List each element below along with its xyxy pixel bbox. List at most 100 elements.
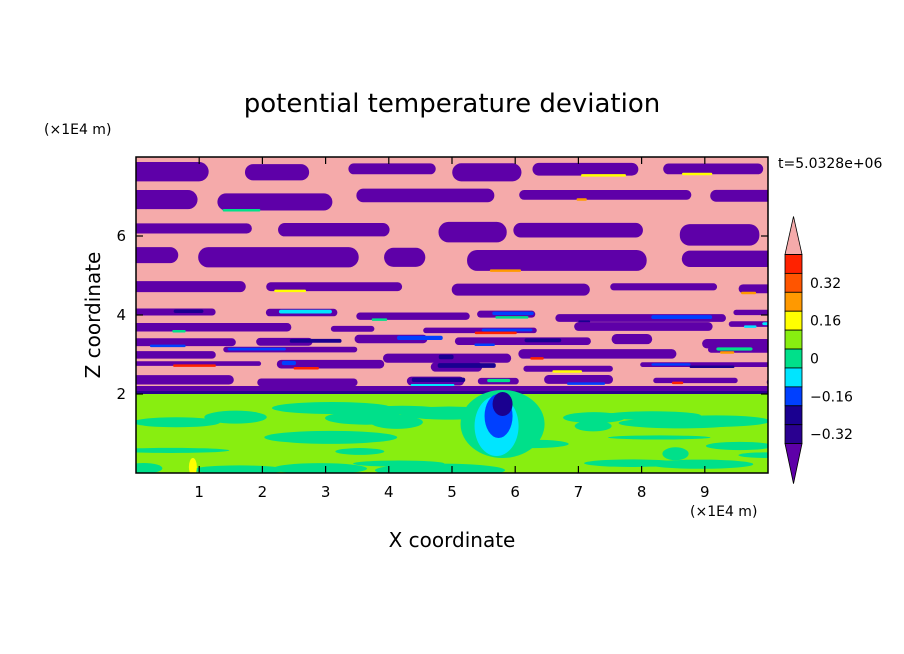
lower-streak [271, 402, 392, 414]
purple-band [266, 282, 403, 292]
colorbar-extend-bottom [784, 443, 803, 484]
inner-detail [651, 315, 713, 320]
lower-streak [136, 462, 163, 473]
colorbar-box [784, 310, 803, 331]
purple-band [523, 365, 613, 372]
inner-detail [289, 338, 342, 343]
x-tick-label: 4 [384, 483, 394, 501]
purple-band [136, 223, 252, 234]
y-axis-title: Z coordinate [81, 252, 105, 379]
x-tick-label: 2 [258, 483, 268, 501]
colorbar-box [784, 367, 803, 388]
lower-streak [738, 452, 768, 458]
purple-band [467, 249, 647, 271]
x-unit-label: (×1E4 m) [690, 504, 757, 520]
edge-detail [293, 366, 319, 370]
y-tick-label: 2 [116, 385, 126, 403]
lower-layer-features [136, 390, 768, 473]
purple-band [244, 164, 310, 181]
edge-detail [150, 344, 186, 348]
purple-band [136, 162, 209, 182]
purple-band [198, 247, 359, 268]
purple-band [217, 193, 333, 211]
edge-detail [274, 289, 306, 293]
purple-band [136, 338, 236, 347]
purple-band [681, 250, 768, 267]
lower-streak [660, 415, 768, 427]
inner-detail [524, 338, 562, 343]
lower-streak [563, 412, 626, 424]
purple-band [513, 222, 643, 238]
inner-detail [397, 335, 443, 340]
edge-detail [474, 331, 517, 335]
purple-band [611, 334, 653, 345]
purple-band [356, 188, 495, 203]
y-axis: 2 4 6 [116, 227, 768, 403]
colorbar-tick-label: 0 [810, 352, 819, 368]
interface-edge [136, 391, 768, 394]
edge-detail [495, 316, 529, 319]
colorbar-box [784, 386, 803, 407]
inner-detail [281, 360, 297, 366]
purple-band [451, 283, 590, 296]
lower-warm-spot [188, 458, 197, 473]
edge-detail [744, 325, 757, 328]
colorbar-box [784, 405, 803, 426]
lower-streak [136, 447, 230, 453]
inner-detail [762, 322, 768, 326]
lower-streak [204, 410, 267, 424]
purple-band [728, 321, 768, 327]
purple-band [136, 247, 179, 264]
colorbar: 0.32 0.16 0 −0.16 −0.32 [784, 216, 853, 484]
x-axis: 1 2 3 4 5 6 7 8 9 [194, 157, 710, 501]
inner-detail [278, 309, 332, 314]
y-tick-label: 6 [116, 227, 126, 245]
chart-title: potential temperature deviation [244, 89, 660, 119]
plot-area [136, 157, 832, 473]
purple-band [733, 309, 768, 316]
purple-band [702, 338, 768, 349]
inner-detail [173, 309, 204, 313]
time-label: t=5.0328e+06 [778, 156, 882, 172]
edge-detail [530, 357, 544, 360]
lower-streak [705, 441, 768, 451]
edge-detail [410, 383, 455, 387]
purple-band [610, 283, 718, 291]
x-tick-label: 5 [447, 483, 457, 501]
colorbar-tick-label: −0.16 [810, 389, 853, 405]
plume-core [492, 392, 513, 416]
y-unit-label: (×1E4 m) [44, 122, 111, 138]
purple-band [519, 190, 692, 200]
lower-streak [264, 430, 398, 444]
colorbar-box [784, 254, 803, 274]
colorbar-tick-label: −0.32 [810, 427, 853, 443]
edge-detail [689, 365, 735, 368]
lower-streak [574, 420, 612, 432]
inner-detail [801, 379, 832, 383]
lower-streak [273, 463, 367, 473]
purple-band [356, 312, 470, 320]
edge-detail [222, 209, 261, 212]
y-tick-label: 4 [116, 306, 126, 324]
inner-detail [411, 377, 466, 383]
x-tick-label: 9 [700, 483, 710, 501]
colorbar-box [784, 272, 803, 293]
purple-band [663, 163, 764, 175]
x-tick-label: 6 [510, 483, 520, 501]
edge-detail [682, 172, 713, 176]
edge-detail [576, 198, 587, 201]
edge-detail [720, 351, 735, 354]
edge-detail [741, 291, 757, 295]
purple-band [518, 349, 677, 359]
colorbar-extend-top [784, 216, 803, 255]
inner-detail [437, 363, 496, 368]
purple-band [679, 224, 760, 246]
inner-detail [651, 363, 691, 366]
purple-band [653, 377, 738, 384]
inner-detail [227, 347, 286, 351]
lower-streak [136, 417, 221, 428]
lower-streak [325, 411, 408, 425]
lower-streak [648, 459, 754, 469]
edge-detail [489, 269, 522, 272]
